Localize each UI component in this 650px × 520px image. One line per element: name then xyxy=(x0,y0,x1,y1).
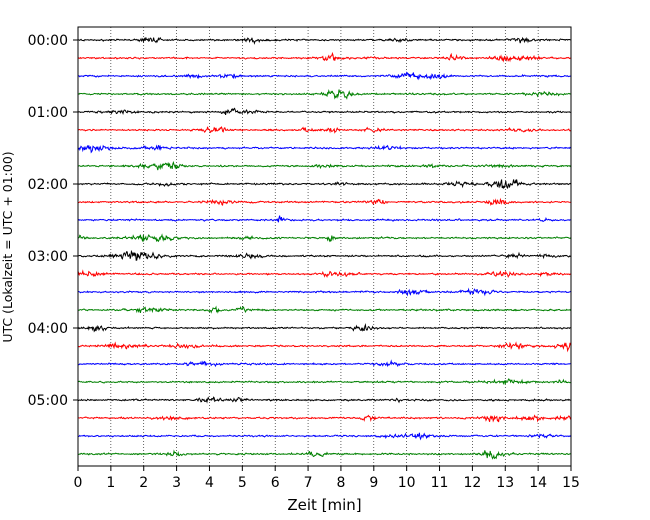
trace-15 xyxy=(77,305,572,314)
trace-17 xyxy=(77,341,572,353)
trace-1 xyxy=(77,51,571,63)
x-tick-label: 5 xyxy=(238,475,247,491)
x-tick-label: 3 xyxy=(172,475,181,491)
trace-20 xyxy=(77,396,571,404)
y-tick-label: 02:00 xyxy=(28,177,68,193)
y-tick-label: 00:00 xyxy=(28,33,68,49)
x-tick-label: 7 xyxy=(304,475,313,491)
trace-9 xyxy=(77,197,571,206)
trace-10 xyxy=(77,215,571,223)
trace-7 xyxy=(77,160,572,171)
x-axis-ticks: 0 1 2 3 4 5 6 7 8 9 10 11 12 13 14 15 xyxy=(74,466,580,491)
trace-11 xyxy=(77,233,571,243)
trace-16 xyxy=(77,322,571,333)
x-tick-label: 10 xyxy=(398,475,416,491)
x-tick-label: 4 xyxy=(205,475,214,491)
y-tick-label: 04:00 xyxy=(28,321,68,337)
trace-12 xyxy=(77,249,571,261)
x-tick-label: 15 xyxy=(562,475,580,491)
trace-6 xyxy=(77,144,571,154)
trace-19 xyxy=(77,378,571,386)
trace-13 xyxy=(77,269,571,279)
plot-background xyxy=(78,27,571,466)
trace-23 xyxy=(77,449,571,460)
trace-8 xyxy=(77,179,571,190)
trace-14 xyxy=(77,287,571,297)
x-tick-label: 2 xyxy=(139,475,148,491)
x-tick-label: 9 xyxy=(369,475,378,491)
trace-5 xyxy=(77,126,571,134)
trace-0 xyxy=(77,36,571,45)
x-tick-label: 14 xyxy=(529,475,547,491)
x-tick-label: 8 xyxy=(336,475,345,491)
x-tick-label: 11 xyxy=(431,475,449,491)
trace-21 xyxy=(77,414,572,423)
y-axis-label: UTC (Lokalzeit = UTC + 01:00) xyxy=(0,151,15,342)
trace-18 xyxy=(77,359,571,368)
x-tick-label: 13 xyxy=(496,475,514,491)
x-tick-label: 6 xyxy=(271,475,280,491)
y-tick-label: 05:00 xyxy=(28,393,68,409)
vertical-gridlines xyxy=(110,27,539,466)
y-axis-ticks: 00:00 01:00 02:00 03:00 04:00 05:00 xyxy=(28,33,78,409)
traces xyxy=(77,36,572,460)
trace-4 xyxy=(77,107,571,115)
plot-frame xyxy=(77,26,572,467)
y-tick-label: 03:00 xyxy=(28,249,68,265)
x-tick-label: 12 xyxy=(463,475,481,491)
trace-2 xyxy=(77,71,571,81)
trace-22 xyxy=(77,432,571,441)
x-tick-label: 1 xyxy=(106,475,115,491)
y-tick-label: 01:00 xyxy=(28,105,68,121)
x-axis-label: Zeit [min] xyxy=(287,496,361,514)
trace-3 xyxy=(77,88,571,100)
x-tick-label: 0 xyxy=(74,475,83,491)
